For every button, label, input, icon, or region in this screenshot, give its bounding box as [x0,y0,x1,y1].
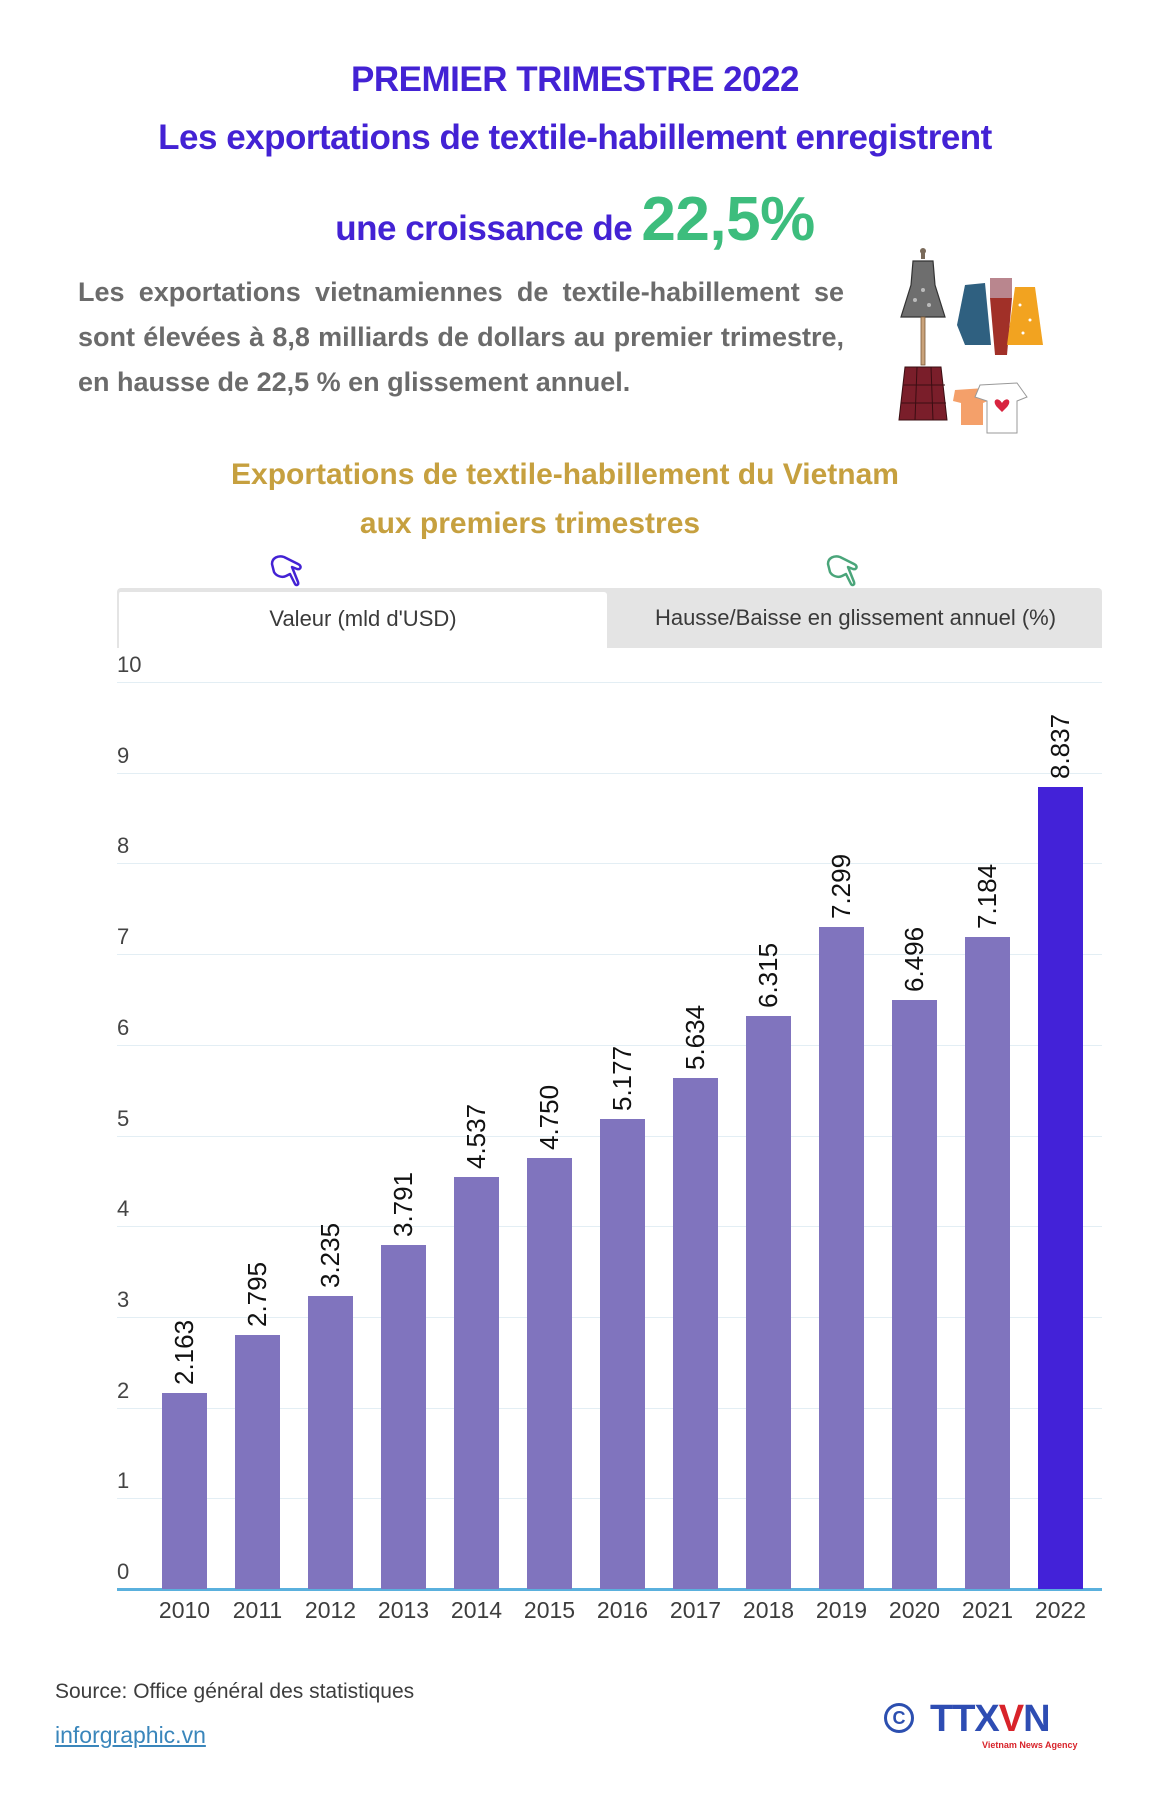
bar-2013[interactable] [381,1245,426,1589]
inforgraphic-link[interactable]: inforgraphic.vn [55,1722,206,1748]
y-axis-tick-label: 8 [117,833,130,858]
bar-value-label: 6.315 [753,942,783,1008]
growth-percentage: 22,5% [641,185,815,254]
gridline [117,682,1102,683]
x-axis-tick-label: 2013 [377,1597,430,1623]
y-axis-tick-label: 3 [117,1287,130,1312]
bar-value-label: 5.177 [607,1045,637,1111]
x-axis-tick-label: 2015 [523,1597,576,1623]
bar-2016[interactable] [600,1119,645,1589]
logo-text-ttx: TTX [930,1698,1000,1740]
bar-2010[interactable] [162,1393,207,1589]
bar-value-label: 3.235 [315,1222,345,1288]
y-axis-tick-label: 1 [117,1468,130,1493]
pointing-hand-icon [270,555,302,587]
gridline [117,863,1102,864]
y-axis-tick-label: 4 [117,1196,130,1221]
logo-tagline: Vietnam News Agency [982,1740,1078,1750]
bar-2021[interactable] [965,937,1010,1589]
bar-value-label: 8.837 [1045,713,1075,779]
y-axis-tick-label: 5 [117,1106,130,1131]
y-axis-tick-label: 10 [117,652,142,677]
x-axis-tick-label: 2018 [742,1597,795,1623]
headline-growth-prefix: une croissance de [335,209,642,248]
copyright-icon: C [884,1703,914,1733]
bar-value-label: 7.299 [826,853,856,919]
y-axis-tick-label: 6 [117,1015,130,1040]
intro-paragraph: Les exportations vietnamiennes de textil… [78,277,844,397]
gridline [117,773,1102,774]
tab-valeur[interactable]: Valeur (mld d'USD) [117,592,607,648]
x-axis-tick-label: 2017 [669,1597,722,1623]
bar-2020[interactable] [892,1000,937,1589]
chart-tabs: Valeur (mld d'USD) Hausse/Baisse en glis… [117,588,1102,648]
x-axis-tick-label: 2012 [304,1597,357,1623]
gridline [117,1045,1102,1046]
x-axis-tick-label: 2019 [815,1597,868,1623]
bar-value-label: 2.795 [242,1261,272,1327]
bar-value-label: 6.496 [899,926,929,992]
y-axis-tick-label: 0 [117,1559,130,1584]
bar-2019[interactable] [819,927,864,1589]
chart-title-line2: aux premiers trimestres [359,507,701,540]
bar-value-label: 2.163 [169,1319,199,1385]
clothing-illustration-icon [898,248,1043,434]
gridline [117,954,1102,955]
bar-value-label: 5.634 [680,1004,710,1070]
bar-2017[interactable] [673,1078,718,1589]
tab-hausse-baisse[interactable]: Hausse/Baisse en glissement annuel (%) [654,605,1057,630]
bar-2015[interactable] [527,1158,572,1589]
ttxvn-logo: TTXVN [930,1698,1051,1741]
chart-title-line1: Exportations de textile-habillement du V… [231,458,899,491]
x-axis-tick-label: 2021 [961,1597,1014,1623]
y-axis-tick-label: 9 [117,743,130,768]
bar-2014[interactable] [454,1177,499,1589]
x-axis-tick-label: 2011 [232,1597,283,1623]
x-axis-line [117,1588,1102,1591]
headline-main: Les exportations de textile-habillement … [158,118,992,157]
bar-2012[interactable] [308,1296,353,1589]
headline-growth: une croissance de 22,5% [0,184,1150,256]
x-axis-tick-label: 2020 [888,1597,941,1623]
x-axis-tick-label: 2010 [158,1597,211,1623]
x-axis-tick-label: 2022 [1034,1597,1087,1623]
logo-text-n: N [1023,1698,1050,1740]
bar-value-label: 3.791 [388,1171,418,1237]
source-note: Source: Office général des statistiques [55,1680,415,1703]
bar-value-label: 7.184 [972,863,1002,929]
x-axis-tick-label: 2014 [450,1597,503,1623]
logo-text-v: V [998,1698,1024,1740]
x-axis-tick-label: 2016 [596,1597,649,1623]
bar-2022[interactable] [1038,787,1083,1589]
bar-2011[interactable] [235,1335,280,1589]
bar-value-label: 4.537 [461,1103,491,1169]
bar-value-label: 4.750 [534,1084,564,1150]
pointing-hand-icon [826,555,858,587]
headline-period: PREMIER TRIMESTRE 2022 [351,60,800,99]
y-axis-tick-label: 7 [117,924,130,949]
y-axis-tick-label: 2 [117,1378,130,1403]
bar-2018[interactable] [746,1016,791,1589]
